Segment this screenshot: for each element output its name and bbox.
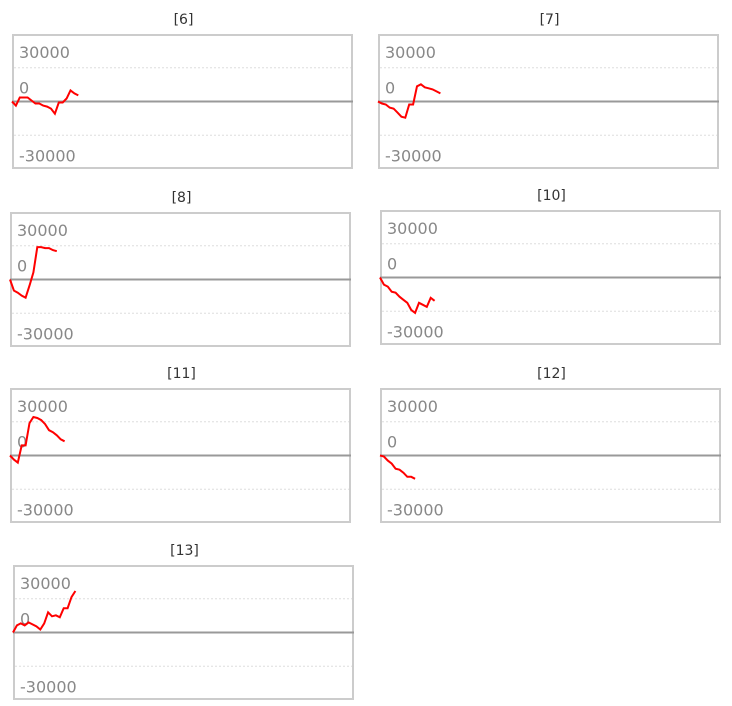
chart-title: [11] bbox=[167, 366, 196, 382]
y-tick-label: 0 bbox=[17, 257, 27, 276]
chart-svg: 30000 0 -30000 bbox=[11, 43, 353, 165]
chart-title: [8] bbox=[171, 190, 192, 206]
chart-title: [13] bbox=[170, 543, 199, 559]
chart-svg: 30000 0 -30000 bbox=[9, 397, 351, 519]
series-line bbox=[377, 83, 441, 119]
y-tick-label: 30000 bbox=[387, 397, 438, 416]
y-tick-label: -30000 bbox=[19, 146, 76, 165]
chart-panel: [6] 30000 0 -30000 bbox=[11, 8, 355, 169]
chart-svg: 30000 0 -30000 bbox=[377, 43, 719, 165]
y-tick-label: 0 bbox=[387, 255, 397, 274]
chart-panel: [10] 30000 0 -30000 bbox=[379, 184, 723, 345]
chart-panel: [11] 30000 0 -30000 bbox=[9, 362, 353, 523]
chart-panel: [8] 30000 0 -30000 bbox=[9, 186, 353, 347]
y-tick-label: 0 bbox=[20, 610, 30, 629]
y-tick-label: -30000 bbox=[20, 677, 77, 696]
y-tick-label: 30000 bbox=[20, 574, 71, 593]
chart-title: [10] bbox=[537, 188, 566, 204]
y-tick-label: 0 bbox=[17, 433, 27, 452]
y-tick-label: 0 bbox=[387, 433, 397, 452]
chart-svg: 30000 0 -30000 bbox=[12, 574, 354, 696]
series-line bbox=[379, 454, 416, 480]
series-line bbox=[9, 415, 66, 465]
series-line bbox=[379, 277, 436, 315]
series-line bbox=[11, 88, 79, 116]
chart-title: [12] bbox=[537, 366, 566, 382]
y-tick-label: -30000 bbox=[387, 500, 444, 519]
y-tick-label: 30000 bbox=[17, 397, 68, 416]
series-line bbox=[9, 246, 58, 300]
chart-svg: 30000 0 -30000 bbox=[379, 219, 721, 341]
y-tick-label: 30000 bbox=[17, 221, 68, 240]
chart-title: [7] bbox=[539, 12, 560, 28]
y-tick-label: 30000 bbox=[19, 43, 70, 62]
chart-panel: [13] 30000 0 -30000 bbox=[12, 539, 356, 700]
chart-title: [6] bbox=[173, 12, 194, 28]
chart-panel: [7] 30000 0 -30000 bbox=[377, 8, 721, 169]
chart-svg: 30000 0 -30000 bbox=[379, 397, 721, 519]
chart-panel: [12] 30000 0 -30000 bbox=[379, 362, 723, 523]
y-tick-label: -30000 bbox=[17, 500, 74, 519]
y-tick-label: 0 bbox=[385, 79, 395, 98]
chart-svg: 30000 0 -30000 bbox=[9, 221, 351, 343]
y-tick-label: -30000 bbox=[17, 324, 74, 343]
y-tick-label: 30000 bbox=[387, 219, 438, 238]
y-tick-label: -30000 bbox=[385, 146, 442, 165]
y-tick-label: 30000 bbox=[385, 43, 436, 62]
y-tick-label: 0 bbox=[19, 79, 29, 98]
y-tick-label: -30000 bbox=[387, 322, 444, 341]
series-line bbox=[12, 590, 77, 633]
